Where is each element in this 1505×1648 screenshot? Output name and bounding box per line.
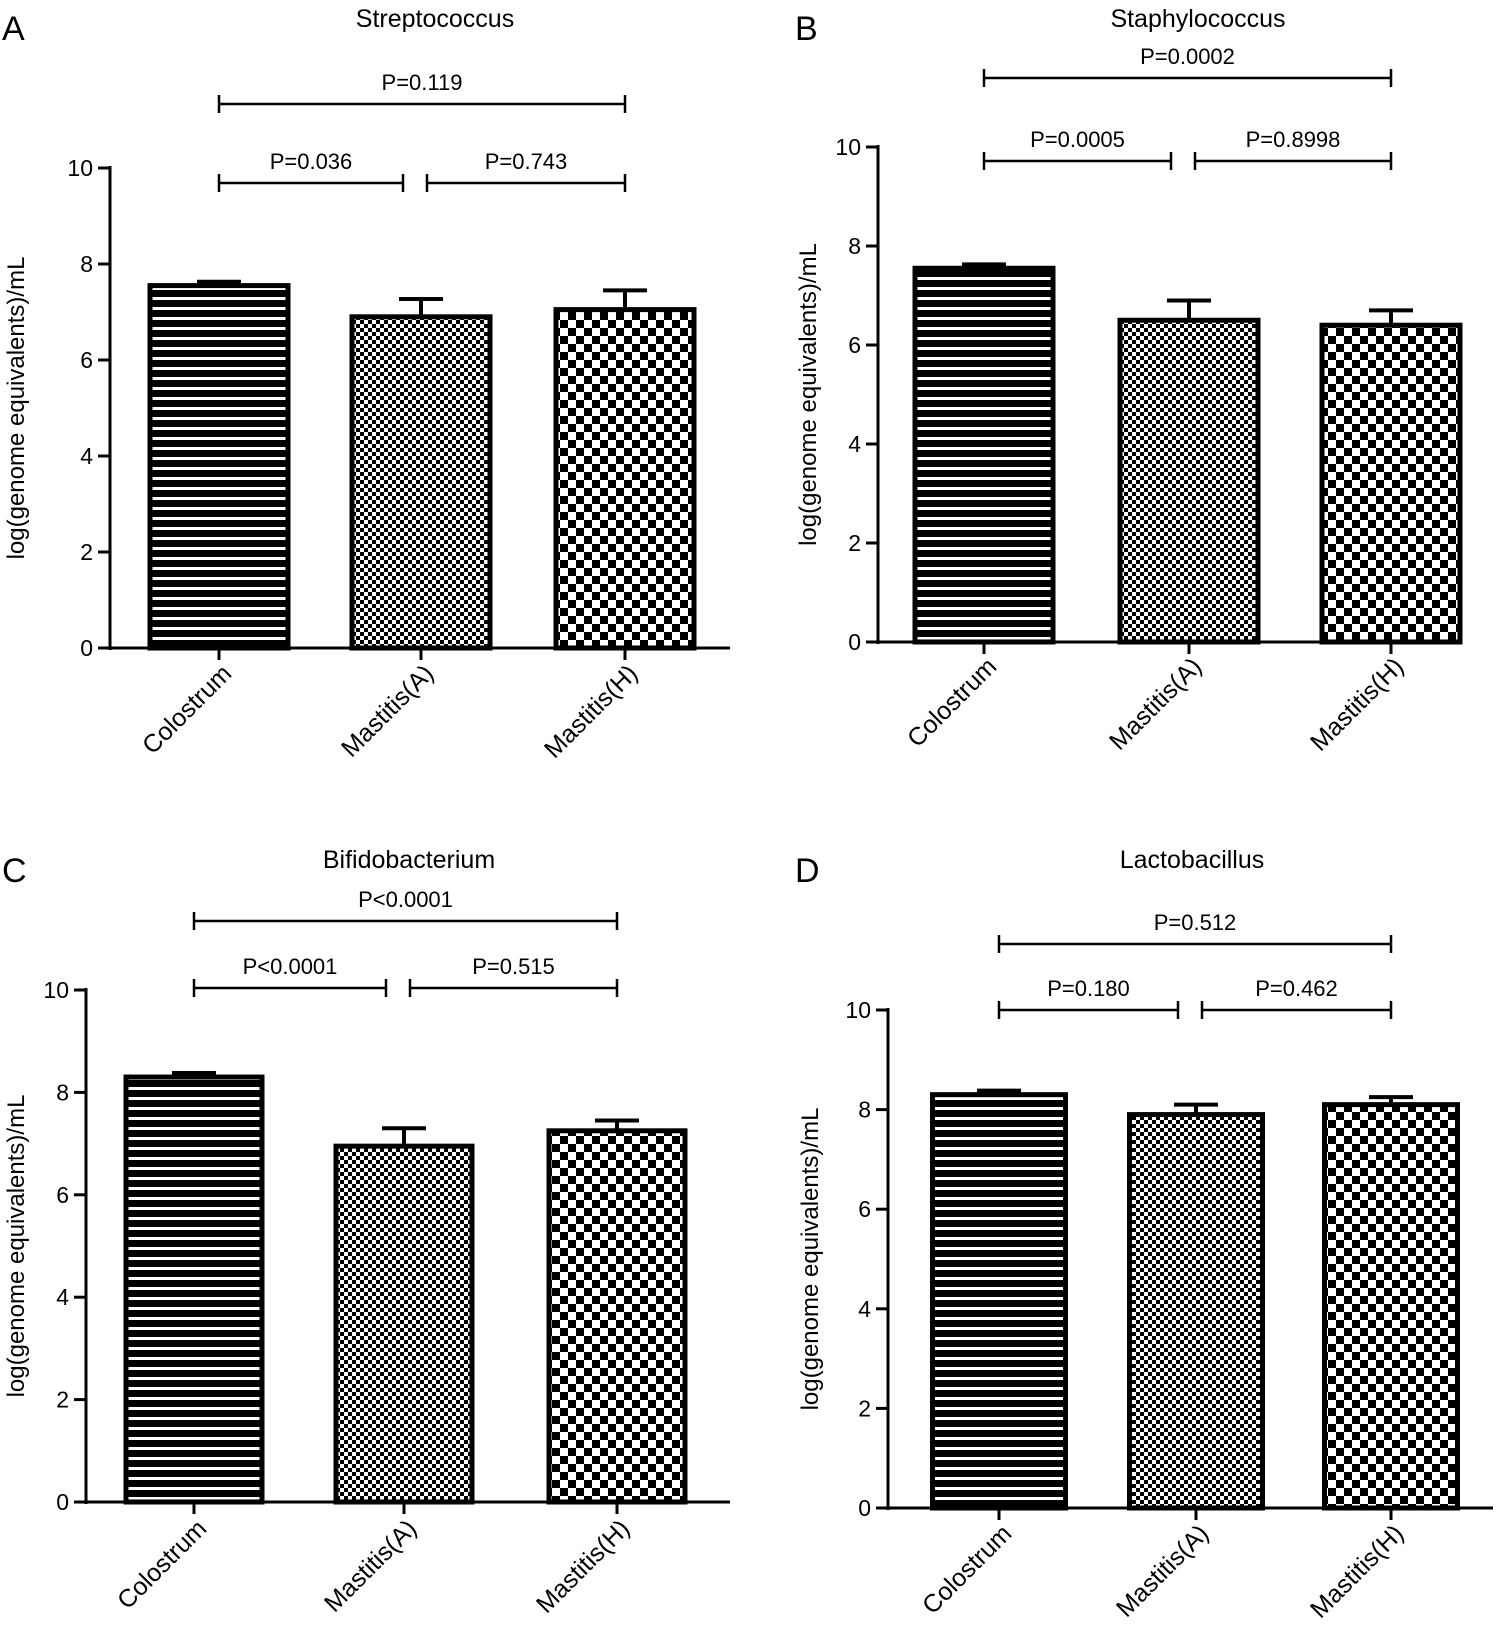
y-tick-label: 2 <box>80 539 93 565</box>
y-tick-label: 0 <box>80 635 93 661</box>
p-value-label: P=0.512 <box>1154 910 1237 935</box>
chart-panel-d: D Lactobacillus 0 2 4 6 8 10 log(genome equivale… <box>795 846 1493 1624</box>
y-axis-label: log(genome equivalents)/mL <box>3 1095 30 1398</box>
bar-mastitisa <box>1117 317 1261 645</box>
p-value-label: P=0.0005 <box>1030 127 1125 152</box>
significance-bracket: P=0.8998 <box>1193 127 1393 170</box>
y-tick-label: 8 <box>80 251 93 277</box>
y-tick-label: 2 <box>848 530 861 556</box>
y-tick-label: 2 <box>858 1395 871 1421</box>
p-value-label: P<0.0001 <box>358 887 453 912</box>
x-category-label: Mastitis(A) <box>336 659 439 762</box>
y-tick-label: 0 <box>858 1495 871 1521</box>
significance-bracket: P=0.180 <box>997 976 1180 1019</box>
y-tick-label: 0 <box>848 629 861 655</box>
y-tick-label: 8 <box>848 233 861 259</box>
x-category-label: Mastitis(A) <box>1111 1519 1214 1622</box>
bar-mastitish <box>1322 1102 1460 1511</box>
bar-mastitish <box>1319 322 1463 645</box>
chart-panel-b: B Staphylococcus 0 2 4 6 8 10 log(genome equival… <box>795 5 1463 757</box>
x-category-label: Mastitis(H) <box>539 659 643 763</box>
bar-mastitisa <box>1127 1112 1265 1511</box>
y-axis-label: log(genome equivalents)/mL <box>797 1108 824 1411</box>
significance-bracket: P=0.515 <box>408 954 619 997</box>
significance-bracket: P=0.0005 <box>982 127 1173 170</box>
x-category-label: Colostrum <box>112 1514 212 1614</box>
significance-bracket: P=0.119 <box>217 70 627 113</box>
y-tick-label: 6 <box>858 1196 871 1222</box>
p-value-label: P=0.036 <box>270 149 353 174</box>
chart-title: Staphylococcus <box>1110 5 1285 33</box>
y-tick-label: 4 <box>56 1284 69 1310</box>
chart-title: Lactobacillus <box>1120 846 1265 874</box>
p-value-label: P=0.462 <box>1255 976 1338 1001</box>
bar-mastitisa <box>333 1143 475 1505</box>
bar-mastitisa <box>349 314 493 651</box>
p-value-label: P=0.8998 <box>1246 127 1341 152</box>
y-tick-label: 2 <box>56 1387 69 1413</box>
y-axis-label: log(genome equivalents)/mL <box>3 257 30 560</box>
panel-letter: C <box>2 852 27 890</box>
panel-letter: D <box>795 852 820 890</box>
p-value-label: P=0.515 <box>472 954 555 979</box>
x-category-label: Mastitis(A) <box>319 1514 422 1617</box>
y-axis-label: log(genome equivalents)/mL <box>795 243 822 546</box>
significance-bracket: P=0.743 <box>425 149 627 192</box>
y-tick-label: 8 <box>858 1097 871 1123</box>
x-category-label: Mastitis(A) <box>1104 652 1207 755</box>
x-category-label: Colostrum <box>917 1519 1017 1619</box>
y-tick-label: 10 <box>43 977 69 1003</box>
y-tick-label: 6 <box>80 347 93 373</box>
significance-bracket: P=0.462 <box>1200 976 1393 1019</box>
bar-colostrum <box>123 1074 265 1505</box>
x-category-label: Mastitis(H) <box>531 1514 635 1618</box>
p-value-label: P=0.743 <box>485 149 568 174</box>
p-value-label: P<0.0001 <box>243 954 338 979</box>
significance-bracket: P=0.0002 <box>982 44 1393 87</box>
y-tick-label: 4 <box>858 1296 871 1322</box>
y-tick-label: 8 <box>56 1079 69 1105</box>
panels-container: A Streptococcus 0 2 4 6 8 10 log(genome equivale… <box>2 5 1493 1624</box>
p-value-label: P=0.119 <box>382 70 463 95</box>
panel-letter: B <box>795 10 818 48</box>
x-category-label: Mastitis(H) <box>1305 1519 1409 1623</box>
chart-title: Streptococcus <box>356 5 514 33</box>
bar-colostrum <box>912 265 1056 645</box>
bar-colostrum <box>930 1092 1068 1511</box>
y-tick-label: 6 <box>848 332 861 358</box>
y-tick-label: 10 <box>835 134 861 160</box>
significance-bracket: P<0.0001 <box>192 887 619 930</box>
bar-mastitish <box>553 307 697 651</box>
x-category-label: Colostrum <box>902 652 1002 752</box>
chart-panel-c: C Bifidobacterium 0 2 4 6 8 10 log(genome equiva… <box>2 846 730 1619</box>
significance-bracket: P=0.036 <box>217 149 405 192</box>
y-tick-label: 10 <box>845 997 871 1023</box>
bar-colostrum <box>147 283 291 651</box>
bar-mastitish <box>546 1128 688 1505</box>
chart-panel-a: A Streptococcus 0 2 4 6 8 10 log(genome equivale… <box>2 5 730 764</box>
x-category-label: Mastitis(H) <box>1305 652 1409 756</box>
y-tick-label: 0 <box>56 1489 69 1515</box>
significance-bracket: P=0.512 <box>997 910 1393 953</box>
y-tick-label: 4 <box>848 431 861 457</box>
significance-bracket: P<0.0001 <box>192 954 388 997</box>
p-value-label: P=0.180 <box>1047 976 1130 1001</box>
y-tick-label: 10 <box>67 155 93 181</box>
y-tick-label: 4 <box>80 443 93 469</box>
x-category-label: Colostrum <box>137 659 237 759</box>
y-tick-label: 6 <box>56 1182 69 1208</box>
panel-letter: A <box>2 10 25 48</box>
p-value-label: P=0.0002 <box>1140 44 1235 69</box>
chart-title: Bifidobacterium <box>323 846 495 874</box>
